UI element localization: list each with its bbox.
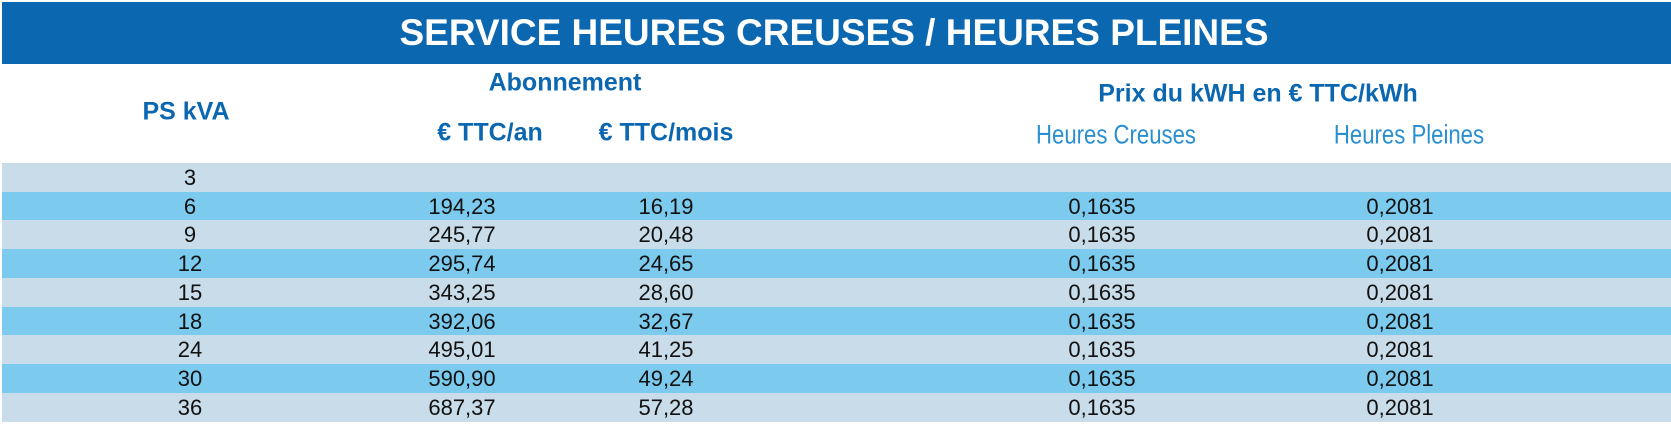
header-an: € TTC/an <box>437 118 543 147</box>
cell-mois: 49,24 <box>638 365 694 391</box>
cell-ps: 9 <box>183 222 197 248</box>
header-abonnement: Abonnement <box>488 68 642 97</box>
header-pleines: Heures Pleines <box>1333 119 1485 150</box>
cell-ps: 36 <box>177 394 203 420</box>
cell-ps: 18 <box>177 308 203 334</box>
title: SERVICE HEURES CREUSES / HEURES PLEINES <box>399 12 1269 53</box>
cell-an: 495,01 <box>428 337 496 363</box>
header-ps: PS kVA <box>142 97 230 126</box>
cell-ps: 3 <box>183 165 197 190</box>
table-row: 3 <box>2 163 1671 192</box>
cell-mois: 57,28 <box>638 394 694 420</box>
cell-creuses: 0,1635 <box>1068 337 1136 363</box>
table-row: 12 295,74 24,65 0,1635 0,2081 <box>2 249 1671 279</box>
cell-pleines: 0,2081 <box>1366 279 1434 305</box>
cell-mois: 16,19 <box>638 193 694 219</box>
cell-creuses: 0,1635 <box>1068 222 1136 248</box>
table-row: 36 687,37 57,28 0,1635 0,2081 <box>2 392 1671 422</box>
cell-ps: 6 <box>183 193 197 219</box>
table-row: 6 194,23 16,19 0,1635 0,2081 <box>2 191 1671 221</box>
cell-pleines: 0,2081 <box>1366 365 1434 391</box>
cell-an: 245,77 <box>428 222 496 248</box>
cell-creuses: 0,1635 <box>1068 308 1136 334</box>
cell-pleines: 0,2081 <box>1366 394 1434 420</box>
header-prix: Prix du kWH en € TTC/kWh <box>1098 79 1418 108</box>
cell-creuses: 0,1635 <box>1068 365 1136 391</box>
cell-ps: 15 <box>177 279 203 305</box>
cell-mois: 32,67 <box>638 308 694 334</box>
cell-creuses: 0,1635 <box>1068 279 1136 305</box>
cell-pleines: 0,2081 <box>1366 337 1434 363</box>
table-row: 9 245,77 20,48 0,1635 0,2081 <box>2 220 1671 250</box>
cell-an: 590,90 <box>428 365 496 391</box>
cell-creuses: 0,1635 <box>1068 394 1136 420</box>
table-row: 18 392,06 32,67 0,1635 0,2081 <box>2 306 1671 336</box>
cell-creuses: 0,1635 <box>1068 193 1136 219</box>
cell-mois: 41,25 <box>638 337 694 363</box>
cell-an: 194,23 <box>428 193 496 219</box>
table-row: 24 495,01 41,25 0,1635 0,2081 <box>2 335 1671 365</box>
cell-mois: 24,65 <box>638 251 694 277</box>
cell-ps: 30 <box>177 365 203 391</box>
cell-an: 343,25 <box>428 279 496 305</box>
cell-mois: 20,48 <box>638 222 694 248</box>
cell-an: 687,37 <box>428 394 496 420</box>
cell-pleines: 0,2081 <box>1366 308 1434 334</box>
table-row: 15 343,25 28,60 0,1635 0,2081 <box>2 277 1671 307</box>
header-creuses: Heures Creuses <box>1036 119 1196 150</box>
cell-creuses: 0,1635 <box>1068 251 1136 277</box>
header-mois: € TTC/mois <box>598 118 734 147</box>
cell-ps: 12 <box>177 251 203 277</box>
cell-pleines: 0,2081 <box>1366 193 1434 219</box>
cell-pleines: 0,2081 <box>1366 222 1434 248</box>
cell-an: 295,74 <box>428 251 496 277</box>
table-row: 30 590,90 49,24 0,1635 0,2081 <box>2 363 1671 393</box>
title-bar <box>2 2 1671 64</box>
cell-mois: 28,60 <box>638 279 694 305</box>
cell-an: 392,06 <box>428 308 496 334</box>
cell-ps: 24 <box>177 337 203 363</box>
cell-pleines: 0,2081 <box>1366 251 1434 277</box>
